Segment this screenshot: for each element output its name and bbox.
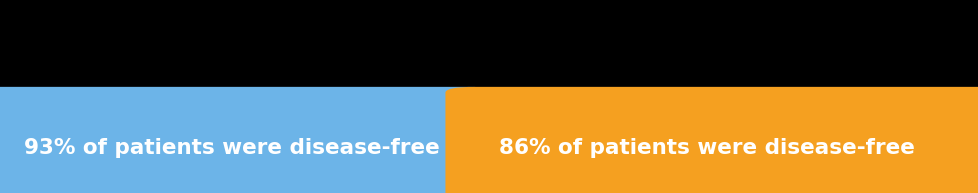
Text: 93% of patients were disease-free: 93% of patients were disease-free	[24, 138, 440, 158]
FancyBboxPatch shape	[0, 87, 497, 193]
Text: 86% of patients were disease-free: 86% of patients were disease-free	[499, 138, 914, 158]
FancyBboxPatch shape	[445, 87, 978, 193]
